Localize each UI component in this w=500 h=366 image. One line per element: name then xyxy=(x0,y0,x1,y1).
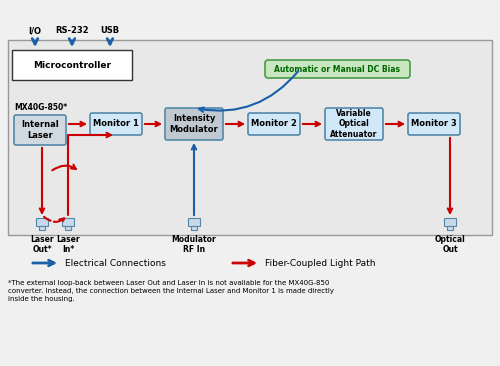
FancyBboxPatch shape xyxy=(36,218,48,226)
Text: I/O: I/O xyxy=(28,26,42,35)
FancyBboxPatch shape xyxy=(191,226,197,230)
FancyBboxPatch shape xyxy=(14,115,66,145)
Text: Laser
Out*: Laser Out* xyxy=(30,235,54,254)
Text: Electrical Connections: Electrical Connections xyxy=(65,258,166,268)
FancyBboxPatch shape xyxy=(325,108,383,140)
Text: Automatic or Manual DC Bias: Automatic or Manual DC Bias xyxy=(274,64,400,74)
Text: Fiber-Coupled Light Path: Fiber-Coupled Light Path xyxy=(265,258,376,268)
FancyBboxPatch shape xyxy=(447,226,453,230)
Text: MX40G-850*: MX40G-850* xyxy=(14,104,67,112)
FancyBboxPatch shape xyxy=(90,113,142,135)
FancyBboxPatch shape xyxy=(12,50,132,80)
Text: Internal
Laser: Internal Laser xyxy=(21,120,59,140)
Text: USB: USB xyxy=(100,26,119,35)
Text: Monitor 2: Monitor 2 xyxy=(251,120,297,128)
Text: Monitor 3: Monitor 3 xyxy=(411,120,457,128)
FancyBboxPatch shape xyxy=(265,60,410,78)
FancyBboxPatch shape xyxy=(8,40,492,235)
FancyBboxPatch shape xyxy=(65,226,71,230)
Text: Intensity
Modulator: Intensity Modulator xyxy=(170,114,218,134)
Text: Optical
Out: Optical Out xyxy=(434,235,466,254)
Text: *The external loop-back between Laser Out and Laser In is not available for the : *The external loop-back between Laser Ou… xyxy=(8,280,334,302)
FancyBboxPatch shape xyxy=(248,113,300,135)
Text: RS-232: RS-232 xyxy=(55,26,89,35)
FancyBboxPatch shape xyxy=(444,218,456,226)
FancyBboxPatch shape xyxy=(408,113,460,135)
Text: Laser
In*: Laser In* xyxy=(56,235,80,254)
Text: Modulator
RF In: Modulator RF In xyxy=(172,235,216,254)
FancyBboxPatch shape xyxy=(165,108,223,140)
FancyBboxPatch shape xyxy=(39,226,45,230)
Text: Microcontroller: Microcontroller xyxy=(33,60,111,70)
FancyBboxPatch shape xyxy=(62,218,74,226)
FancyBboxPatch shape xyxy=(188,218,200,226)
Text: Variable
Optical
Attenuator: Variable Optical Attenuator xyxy=(330,109,378,139)
Text: Monitor 1: Monitor 1 xyxy=(93,120,139,128)
